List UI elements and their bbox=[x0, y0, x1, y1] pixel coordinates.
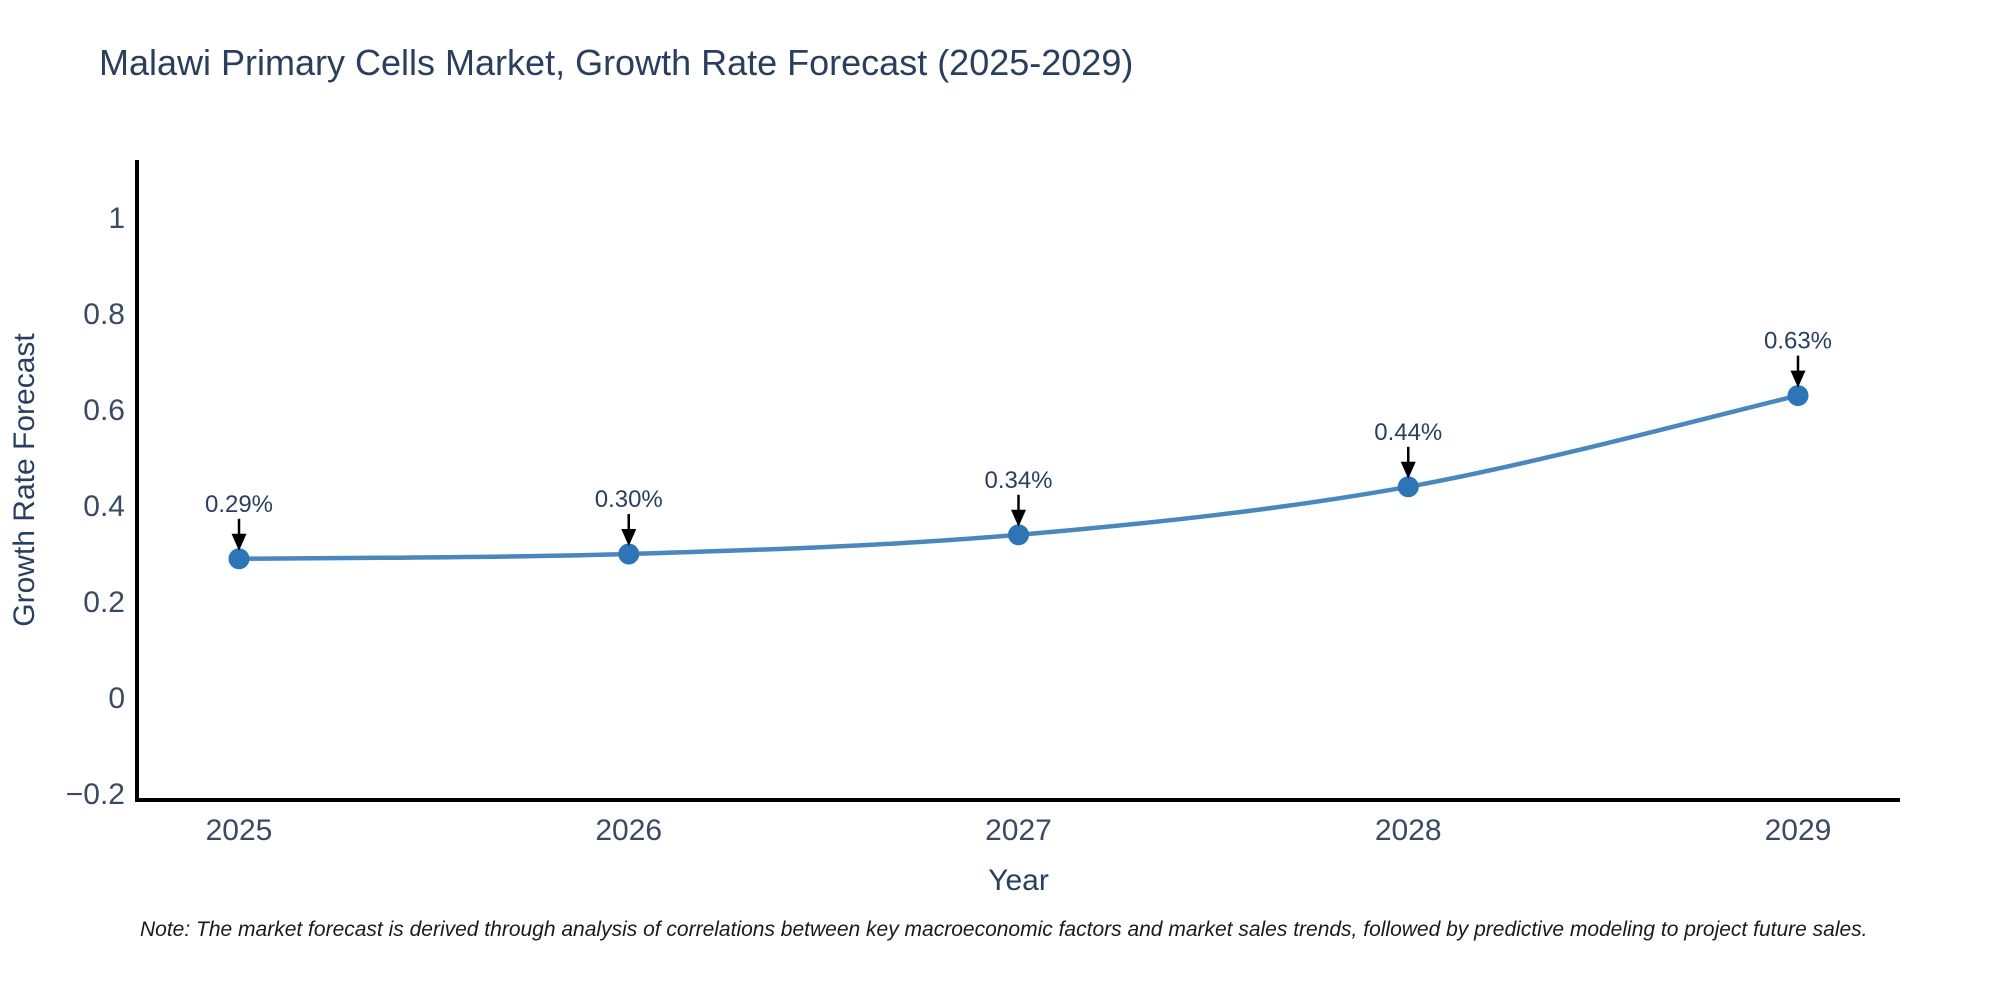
data-point-marker bbox=[618, 543, 640, 565]
y-tick-label: 0.2 bbox=[83, 586, 125, 619]
x-tick-label: 2028 bbox=[1375, 814, 1442, 847]
annotation-arrowhead-icon bbox=[1011, 509, 1026, 527]
y-axis-title: Growth Rate Forecast bbox=[8, 333, 41, 627]
data-point-marker bbox=[1397, 476, 1419, 498]
point-value-label: 0.30% bbox=[595, 486, 663, 513]
data-point-marker bbox=[1787, 385, 1809, 407]
y-tick-label: 0.4 bbox=[83, 490, 125, 523]
y-tick-label: 0.8 bbox=[83, 298, 125, 331]
y-tick-label: 0.6 bbox=[83, 394, 125, 427]
point-value-label: 0.44% bbox=[1374, 419, 1442, 446]
y-tick-label: 0 bbox=[108, 682, 125, 715]
chart-title: Malawi Primary Cells Market, Growth Rate… bbox=[99, 42, 1134, 83]
footnote: Note: The market forecast is derived thr… bbox=[140, 918, 1868, 941]
data-point-marker bbox=[228, 548, 250, 570]
x-axis-title: Year bbox=[988, 864, 1049, 897]
x-tick-label: 2029 bbox=[1765, 814, 1832, 847]
point-value-label: 0.63% bbox=[1764, 328, 1832, 355]
y-tick-label: −0.2 bbox=[66, 778, 125, 811]
annotation-arrowhead-icon bbox=[231, 533, 247, 551]
annotation-arrowhead-icon bbox=[621, 529, 637, 546]
y-tick-label: 1 bbox=[108, 202, 125, 235]
x-tick-label: 2025 bbox=[206, 814, 273, 847]
point-value-label: 0.29% bbox=[205, 491, 273, 518]
data-point-marker bbox=[1008, 524, 1029, 546]
annotation-arrowhead-icon bbox=[1400, 461, 1416, 479]
x-tick-label: 2026 bbox=[595, 814, 662, 847]
annotation-arrowhead-icon bbox=[1790, 370, 1806, 388]
point-value-label: 0.34% bbox=[984, 467, 1052, 494]
x-tick-label: 2027 bbox=[985, 814, 1052, 847]
